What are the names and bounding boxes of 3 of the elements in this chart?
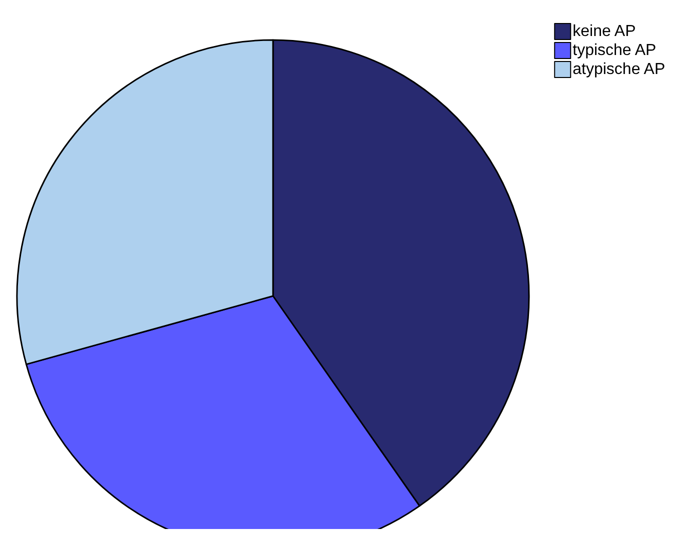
legend-label: typische AP (572, 42, 656, 59)
legend-label: atypische AP (572, 61, 666, 78)
legend-label: keine AP (572, 23, 636, 40)
